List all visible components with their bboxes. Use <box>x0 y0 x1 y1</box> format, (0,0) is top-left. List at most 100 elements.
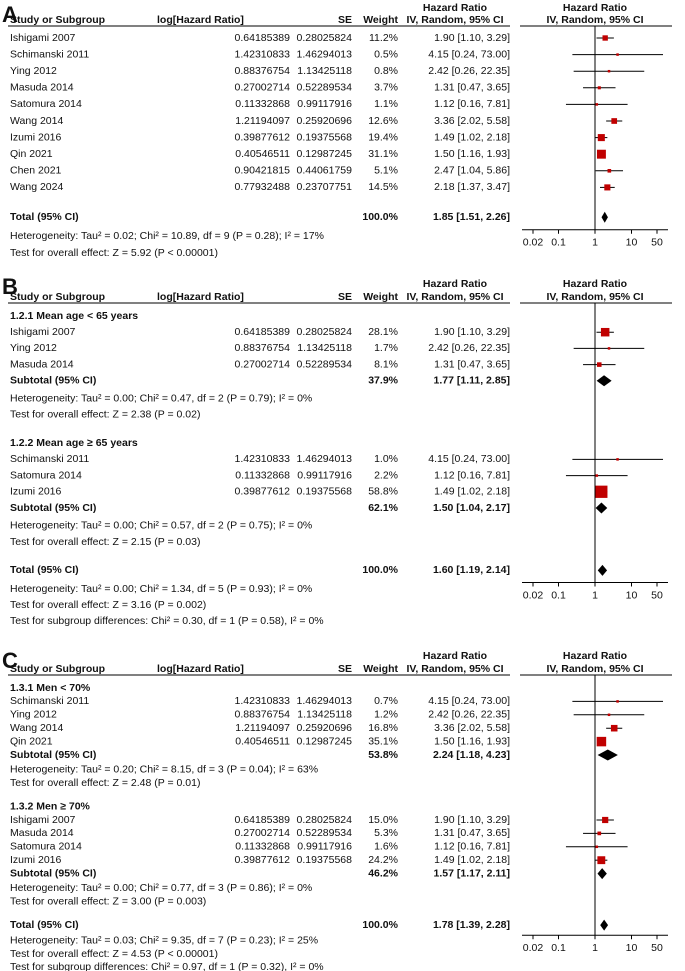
column-header: IV, Random, 95% CI <box>546 291 643 303</box>
column-header: Hazard Ratio <box>563 650 627 662</box>
study-log-hr: 0.40546511 <box>235 148 290 160</box>
study-se: 1.13425118 <box>297 709 352 721</box>
subgroup-title: 1.3.2 Men ≥ 70% <box>10 800 91 812</box>
study-se: 0.28025824 <box>297 32 353 44</box>
study-se: 1.46294013 <box>297 453 353 465</box>
study-square <box>595 845 599 849</box>
study-name: Ishigami 2007 <box>10 326 76 338</box>
study-weight: 2.2% <box>374 469 398 481</box>
study-weight: 0.7% <box>374 695 398 707</box>
study-name: Ying 2012 <box>10 709 57 721</box>
study-ci: 1.12 [0.16, 7.81] <box>434 469 510 481</box>
study-square <box>610 724 618 732</box>
column-header: Hazard Ratio <box>423 650 487 662</box>
study-square <box>616 53 619 56</box>
study-log-hr: 0.77932488 <box>235 181 291 193</box>
x-tick-label: 50 <box>651 589 663 601</box>
pooled-diamond <box>596 375 612 387</box>
study-square <box>596 149 606 159</box>
study-weight: 12.6% <box>368 115 398 127</box>
pooled-weight: 100.0% <box>362 211 398 223</box>
x-tick-label: 0.1 <box>551 942 566 954</box>
panel-letter: B <box>2 274 18 299</box>
study-name: Masuda 2014 <box>10 827 74 839</box>
x-tick-label: 0.02 <box>523 237 544 249</box>
study-name: Satomura 2014 <box>10 469 82 481</box>
overall-effect: Test for overall effect: Z = 2.15 (P = 0… <box>10 536 200 548</box>
study-ci: 2.18 [1.37, 3.47] <box>434 181 510 193</box>
pooled-diamond <box>597 564 608 576</box>
column-header: Hazard Ratio <box>563 2 627 14</box>
study-log-hr: 0.90421815 <box>235 165 291 177</box>
study-se: 0.12987245 <box>297 735 353 747</box>
study-ci: 2.42 [0.26, 22.35] <box>428 342 510 354</box>
pooled-ci: 1.57 [1.17, 2.11] <box>434 867 510 879</box>
study-name: Masuda 2014 <box>10 358 74 370</box>
study-name: Ishigami 2007 <box>10 32 76 44</box>
study-se: 1.13425118 <box>297 342 352 354</box>
study-ci: 3.36 [2.02, 5.58] <box>434 115 510 127</box>
column-header: Weight <box>363 291 398 303</box>
study-square <box>595 474 599 477</box>
pooled-weight: 62.1% <box>368 502 398 514</box>
x-tick-label: 1 <box>592 589 598 601</box>
study-log-hr: 0.40546511 <box>235 735 290 747</box>
study-log-hr: 0.39877612 <box>235 131 291 143</box>
study-log-hr: 1.21194097 <box>235 115 290 127</box>
study-se: 0.19375568 <box>297 854 353 866</box>
subgroup-title: 1.3.1 Men < 70% <box>10 682 91 694</box>
study-weight: 5.1% <box>374 165 398 177</box>
pooled-name: Total (95% CI) <box>10 211 79 223</box>
study-se: 0.99117916 <box>297 98 352 110</box>
study-weight: 1.2% <box>374 709 398 721</box>
pooled-weight: 100.0% <box>362 919 398 931</box>
column-header: Weight <box>363 663 398 675</box>
study-square <box>597 134 605 142</box>
study-se: 0.99117916 <box>297 841 352 853</box>
study-se: 1.46294013 <box>297 48 353 60</box>
x-tick-label: 1 <box>592 942 598 954</box>
study-se: 0.19375568 <box>297 486 353 498</box>
x-tick-label: 0.1 <box>551 589 566 601</box>
study-log-hr: 0.39877612 <box>235 486 291 498</box>
study-name: Ishigami 2007 <box>10 814 76 826</box>
study-name: Izumi 2016 <box>10 486 62 498</box>
pooled-weight: 37.9% <box>368 375 398 387</box>
pooled-diamond <box>601 211 608 223</box>
study-square <box>607 69 611 73</box>
pooled-name: Subtotal (95% CI) <box>10 749 96 761</box>
study-weight: 35.1% <box>368 735 398 747</box>
pooled-weight: 46.2% <box>368 867 398 879</box>
study-weight: 0.8% <box>374 65 398 77</box>
study-log-hr: 1.21194097 <box>235 722 290 734</box>
study-square <box>607 168 612 173</box>
study-se: 0.44061759 <box>297 165 353 177</box>
column-header: log[Hazard Ratio] <box>157 663 244 675</box>
study-se: 0.52289534 <box>297 827 353 839</box>
study-log-hr: 1.42310833 <box>235 695 291 707</box>
study-se: 0.28025824 <box>297 326 353 338</box>
study-square <box>604 184 611 191</box>
study-square <box>616 458 619 461</box>
study-log-hr: 0.11332868 <box>235 469 290 481</box>
column-header: SE <box>338 14 352 26</box>
x-tick-label: 0.1 <box>551 237 566 249</box>
study-name: Masuda 2014 <box>10 82 74 94</box>
study-se: 0.25920696 <box>297 115 353 127</box>
study-name: Chen 2021 <box>10 165 62 177</box>
study-log-hr: 0.88376754 <box>235 342 291 354</box>
column-header: IV, Random, 95% CI <box>406 663 503 675</box>
study-square <box>597 362 602 367</box>
study-weight: 14.5% <box>368 181 398 193</box>
study-name: Qin 2021 <box>10 148 53 160</box>
study-log-hr: 1.42310833 <box>235 453 291 465</box>
study-ci: 1.49 [1.02, 2.18] <box>434 131 510 143</box>
x-tick-label: 50 <box>651 237 663 249</box>
study-log-hr: 0.88376754 <box>235 65 291 77</box>
study-square <box>595 103 599 106</box>
study-ci: 2.42 [0.26, 22.35] <box>428 709 510 721</box>
study-square <box>611 118 618 124</box>
pooled-weight: 100.0% <box>362 564 398 576</box>
study-se: 0.28025824 <box>297 814 353 826</box>
